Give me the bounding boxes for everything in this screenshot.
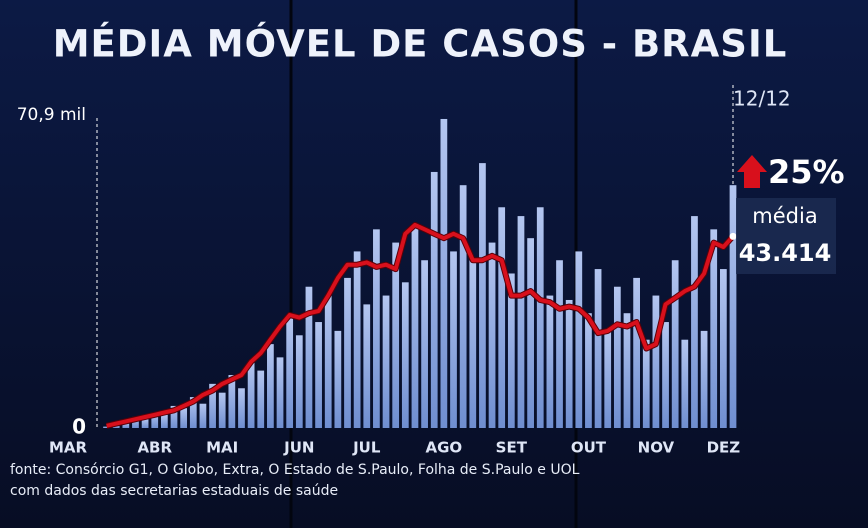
bar [642, 339, 650, 428]
bar [459, 185, 467, 428]
y-tick-label: 0 [72, 415, 86, 439]
bar [719, 269, 727, 428]
bar [594, 269, 602, 428]
bar [267, 344, 274, 428]
bar [141, 419, 149, 428]
avg-caption: média [752, 204, 817, 228]
up-arrow [737, 155, 767, 188]
x-tick-label: AGO [426, 439, 463, 457]
bar [170, 405, 178, 428]
avg-value-label: 43.414 [739, 239, 832, 267]
bar [373, 229, 380, 428]
bar [199, 403, 207, 428]
bar [151, 412, 159, 428]
bar [604, 330, 612, 428]
bar [585, 313, 592, 428]
bar [440, 118, 448, 428]
bar [421, 260, 428, 428]
x-tick-label: OUT [571, 439, 607, 457]
change-label: 25% [768, 153, 845, 191]
bar [353, 251, 361, 428]
bar [334, 330, 342, 428]
bar [450, 251, 457, 428]
bar [430, 171, 438, 428]
bar [392, 242, 400, 428]
bar [469, 260, 477, 428]
x-tick-label: MAI [206, 439, 238, 457]
x-tick-label: SET [496, 439, 528, 457]
bar [286, 317, 294, 428]
bar [517, 216, 525, 428]
bar [623, 313, 631, 428]
bar [315, 322, 322, 428]
bar [527, 238, 534, 428]
bar [536, 207, 544, 428]
bar [103, 426, 110, 428]
bar [691, 216, 698, 428]
bar [324, 295, 332, 428]
bar [276, 357, 284, 428]
x-tick-label: JUN [283, 439, 314, 457]
bar [238, 388, 245, 428]
chart-title: MÉDIA MÓVEL DE CASOS - BRASIL [53, 22, 788, 66]
bar [401, 282, 409, 428]
bar [565, 299, 573, 428]
bar [729, 185, 737, 428]
source-line: fonte: Consórcio G1, O Globo, Extra, O E… [10, 462, 580, 478]
bar [411, 224, 419, 428]
bar [633, 277, 640, 428]
x-tick-label: JUL [352, 439, 381, 457]
bar [122, 422, 130, 428]
bar [161, 414, 168, 428]
bar [382, 295, 390, 428]
bar [681, 339, 689, 428]
bar [132, 416, 139, 428]
bar [507, 273, 515, 428]
end-dot [729, 232, 737, 240]
bar [613, 286, 621, 428]
bar [575, 251, 583, 428]
bar [662, 322, 669, 428]
bar [305, 286, 313, 428]
bar [247, 361, 255, 428]
bar [344, 277, 351, 428]
x-tick-label: DEZ [707, 439, 741, 457]
bar [498, 207, 506, 428]
avg-line [106, 222, 735, 428]
bar [556, 260, 563, 428]
bar [671, 260, 679, 428]
bar [218, 392, 226, 428]
end-date: 12/12 [733, 87, 791, 111]
source-line: com dados das secretarias estaduais de s… [10, 483, 338, 499]
avg-box [736, 198, 836, 274]
y-tick-label: 70,9 mil [17, 105, 86, 125]
bar [228, 375, 236, 428]
bar [189, 397, 197, 428]
bar [710, 229, 718, 428]
bar [546, 295, 554, 428]
plot: 0 70,9 mil MAR ABR MAI JUN JUL AGO SET OUT NOV DEZ [17, 105, 741, 457]
bar [209, 383, 216, 428]
x-tick-label: MAR [49, 439, 88, 457]
x-tick-label: ABR [137, 439, 172, 457]
bar [700, 330, 708, 428]
bar [488, 242, 496, 428]
bar [257, 370, 265, 428]
bar [652, 295, 660, 428]
bar [479, 163, 486, 429]
bar [180, 408, 188, 428]
bar [295, 335, 303, 428]
x-tick-label: NOV [638, 439, 675, 457]
bar [363, 304, 371, 428]
